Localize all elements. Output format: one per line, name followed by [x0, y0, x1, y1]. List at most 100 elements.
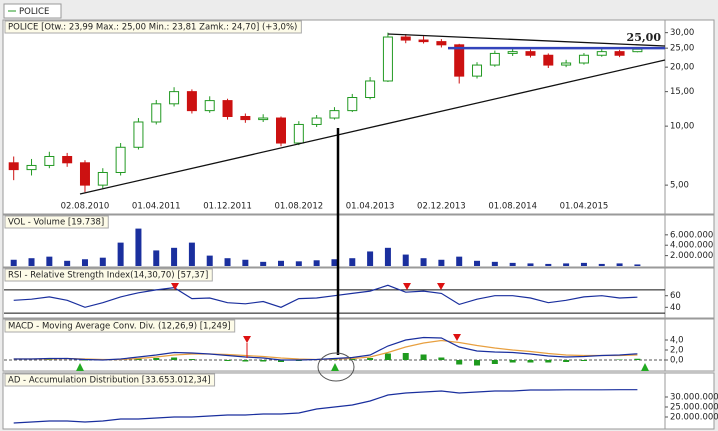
histogram-bar [616, 359, 623, 360]
panel-title-box [4, 373, 216, 387]
volume-bar [420, 258, 427, 266]
volume-bar [402, 254, 409, 266]
volume-bar [206, 255, 213, 266]
y-tick-label: 20.000.000 [670, 413, 718, 423]
y-tick-label: 5,00 [670, 181, 689, 191]
y-tick-label: 15,00 [670, 87, 694, 97]
candle-body [186, 91, 197, 112]
candle-body [400, 36, 411, 41]
y-tick-label: 2,0 [670, 346, 684, 356]
y-tick-label: 40 [670, 303, 681, 313]
volume-bar [545, 263, 552, 266]
histogram-bar [367, 358, 374, 360]
histogram-bar [402, 353, 409, 360]
panel-title: MACD - Moving Average Conv. Div. (12,26,… [8, 322, 231, 332]
candle-body [258, 117, 269, 121]
y-tick-label: 25,00 [670, 44, 694, 54]
volume-bar [367, 251, 374, 266]
y-tick-label: 25.000.000 [670, 403, 718, 413]
volume-bar [135, 228, 142, 266]
candle-body [26, 164, 37, 171]
candle-body [169, 91, 180, 105]
volume-bar [295, 261, 302, 266]
volume-bar [527, 263, 534, 266]
panel-frame [2, 214, 715, 268]
volume-bar [278, 260, 284, 266]
volume-bar [28, 258, 35, 266]
volume-bar [331, 259, 338, 266]
panel: MACD - Moving Average Conv. Div. (12,26,… [2, 318, 715, 372]
candle-body [632, 48, 643, 53]
candle-body [525, 51, 536, 56]
candle-body [240, 115, 251, 121]
volume-bar [188, 242, 195, 266]
y-tick-label: 6.000.000 [670, 230, 713, 240]
candle-body [311, 117, 322, 125]
histogram-bar [46, 359, 53, 360]
panel: VOL - Volume [19.738] 2.000.0004.000.0006… [2, 214, 715, 268]
indicator-line [13, 389, 638, 424]
candle-body [62, 155, 73, 164]
tab-label: POLICE [19, 7, 49, 17]
x-tick-label: 02.12.2013 [417, 202, 466, 212]
volume-bar [260, 261, 267, 266]
volume-bar [64, 260, 71, 266]
histogram-bar [634, 358, 641, 360]
panel-title: POLICE [Otw.: 23,99 Max.: 25,00 Min.: 23… [8, 23, 297, 33]
candle-body [8, 162, 19, 171]
candle-body [347, 97, 358, 112]
volume-bar [313, 260, 320, 266]
y-tick-label: 30.000.000 [670, 393, 718, 403]
panel-title: RSI - Relative Strength Index(14,30,70) … [8, 271, 208, 281]
histogram-bar [81, 360, 88, 361]
candle-body [382, 36, 393, 82]
candle-body [276, 117, 286, 144]
histogram-bar [527, 360, 534, 363]
histogram-bar [242, 360, 249, 362]
histogram-bar [580, 360, 587, 361]
volume-bar [349, 258, 356, 266]
candle-body [596, 51, 607, 56]
volume-bar [598, 263, 605, 266]
resistance-trendline [387, 33, 666, 47]
candle-body [44, 155, 55, 166]
histogram-bar [384, 353, 391, 360]
volume-bar [81, 259, 88, 266]
candle-body [133, 121, 144, 148]
x-tick-label: 01.04.2015 [560, 202, 609, 212]
x-tick-label: 01.08.2012 [274, 202, 323, 212]
histogram-bar [278, 360, 284, 362]
panel: AD - Accumulation Distribution [33.653.0… [2, 372, 718, 430]
indicator-line [13, 284, 638, 308]
candle-body [507, 51, 518, 54]
panel-title-box [4, 20, 302, 34]
volume-bar [117, 242, 124, 266]
volume-bar [491, 261, 498, 266]
x-tick-label: 01.08.2014 [488, 202, 537, 212]
histogram-bar [224, 360, 231, 361]
candle-body [543, 54, 554, 66]
candle-body [614, 51, 625, 56]
panel-title-box [4, 268, 213, 282]
histogram-bar [135, 358, 142, 360]
candle-body [561, 62, 572, 66]
candle-body [578, 54, 589, 64]
y-tick-label: 60 [670, 291, 681, 301]
overlay [76, 33, 666, 382]
panel: RSI - Relative Strength Index(14,30,70) … [2, 267, 715, 319]
volume-bar [438, 259, 445, 266]
y-tick-label: 20,00 [670, 63, 694, 73]
panel-frame [2, 19, 715, 215]
histogram-bar [153, 358, 160, 360]
x-tick-label: 01.04.2013 [346, 202, 395, 212]
panels: POLICE [Otw.: 23,99 Max.: 25,00 Min.: 23… [2, 19, 718, 430]
volume-bar [456, 256, 463, 266]
candle-body [204, 100, 215, 112]
histogram-bar [188, 359, 195, 360]
y-tick-label: 2.000.000 [670, 251, 713, 261]
panel-title: VOL - Volume [19.738] [8, 218, 104, 228]
tab[interactable] [3, 3, 62, 19]
macd-line [13, 336, 638, 361]
candle-body [489, 52, 500, 66]
